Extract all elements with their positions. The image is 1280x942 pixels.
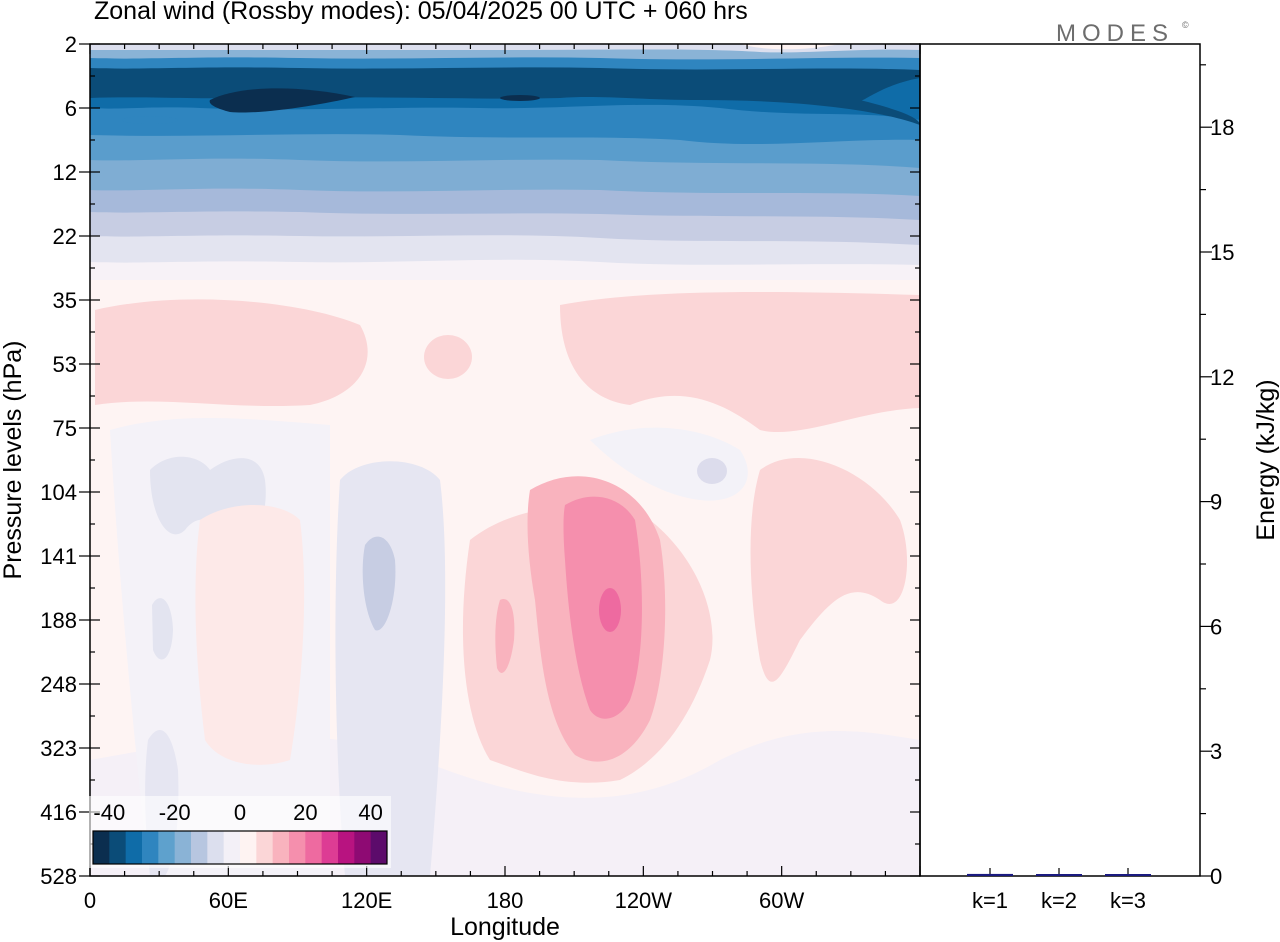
energy-category-label: k=2 <box>1041 888 1077 913</box>
y-tick-label: 248 <box>40 672 77 697</box>
energy-tick-label: 18 <box>1210 115 1234 140</box>
energy-category-label: k=1 <box>972 888 1008 913</box>
energy-category-label: k=3 <box>1110 888 1146 913</box>
colorbar-swatch <box>125 831 143 864</box>
y-tick-label: 35 <box>53 288 77 313</box>
y-tick-label: 6 <box>65 96 77 121</box>
colorbar-swatch <box>158 831 176 864</box>
y-tick-label: 75 <box>53 416 77 441</box>
y-tick-label: 22 <box>53 224 77 249</box>
colorbar-swatch <box>256 831 274 864</box>
colorbar: -40 -20 0 20 40 <box>89 796 391 868</box>
colorbar-swatch <box>109 831 127 864</box>
colorbar-label: 20 <box>293 800 317 825</box>
colorbar-swatch <box>272 831 290 864</box>
x-axis: 0 60E 120E 180 120W 60W <box>84 44 921 913</box>
x-tick-label: 60E <box>209 888 248 913</box>
colorbar-label: 40 <box>358 800 382 825</box>
y-tick-label: 188 <box>40 608 77 633</box>
energy-tick-label: 3 <box>1210 739 1222 764</box>
x-tick-label: 120W <box>615 888 673 913</box>
y-tick-label: 12 <box>53 160 77 185</box>
copyright-mark: © <box>1182 20 1189 30</box>
x-axis-label: Longitude <box>450 913 560 941</box>
y-tick-label: 323 <box>40 736 77 761</box>
colorbar-label: 0 <box>234 800 246 825</box>
colorbar-swatch <box>207 831 225 864</box>
x-tick-label: 0 <box>84 888 96 913</box>
energy-axis-label: Energy (kJ/kg) <box>1252 379 1280 540</box>
x-tick-label: 60W <box>759 888 804 913</box>
energy-tick-label: 0 <box>1210 864 1222 889</box>
energy-tick-label: 12 <box>1210 365 1234 390</box>
y-tick-label: 528 <box>40 864 77 889</box>
colorbar-swatch <box>354 831 372 864</box>
energy-panel-frame <box>919 43 1201 877</box>
y-axis: 2 6 12 22 35 53 75 104 141 188 248 323 416 528 <box>40 32 920 889</box>
colorbar-swatch <box>142 831 159 864</box>
y-tick-label: 141 <box>40 544 77 569</box>
colorbar-swatch <box>191 831 208 864</box>
y-axis-label: Pressure levels (hPa) <box>0 341 27 580</box>
colorbar-swatch <box>174 831 192 864</box>
colorbar-swatch <box>93 831 110 864</box>
colorbar-swatch <box>321 831 339 864</box>
y-tick-label: 416 <box>40 800 77 825</box>
colorbar-swatch <box>289 831 306 864</box>
energy-bar <box>1105 874 1151 876</box>
colorbar-swatch <box>240 831 257 864</box>
energy-tick-label: 9 <box>1210 490 1222 515</box>
energy-tick-label: 15 <box>1210 240 1234 265</box>
y-tick-label: 53 <box>53 352 77 377</box>
energy-bar <box>1036 874 1082 876</box>
y-tick-label: 2 <box>65 32 77 57</box>
colorbar-swatch <box>338 831 355 864</box>
y-tick-label: 104 <box>40 480 77 505</box>
colorbar-swatch <box>305 831 323 864</box>
colorbar-swatch <box>370 831 388 864</box>
x-tick-label: 120E <box>341 888 392 913</box>
contour-field <box>90 44 920 876</box>
colorbar-swatch <box>223 831 241 864</box>
energy-panel: 0 3 6 9 12 15 18 k=1 k=2 k=3 <box>967 64 1234 913</box>
x-tick-label: 180 <box>487 888 524 913</box>
chart-title: Zonal wind (Rossby modes): 05/04/2025 00… <box>94 0 748 25</box>
energy-tick-label: 6 <box>1210 614 1222 639</box>
colorbar-label: -40 <box>93 800 125 825</box>
modes-logo: MODES <box>1056 20 1175 47</box>
energy-bar <box>967 873 1013 876</box>
colorbar-label: -20 <box>159 800 191 825</box>
